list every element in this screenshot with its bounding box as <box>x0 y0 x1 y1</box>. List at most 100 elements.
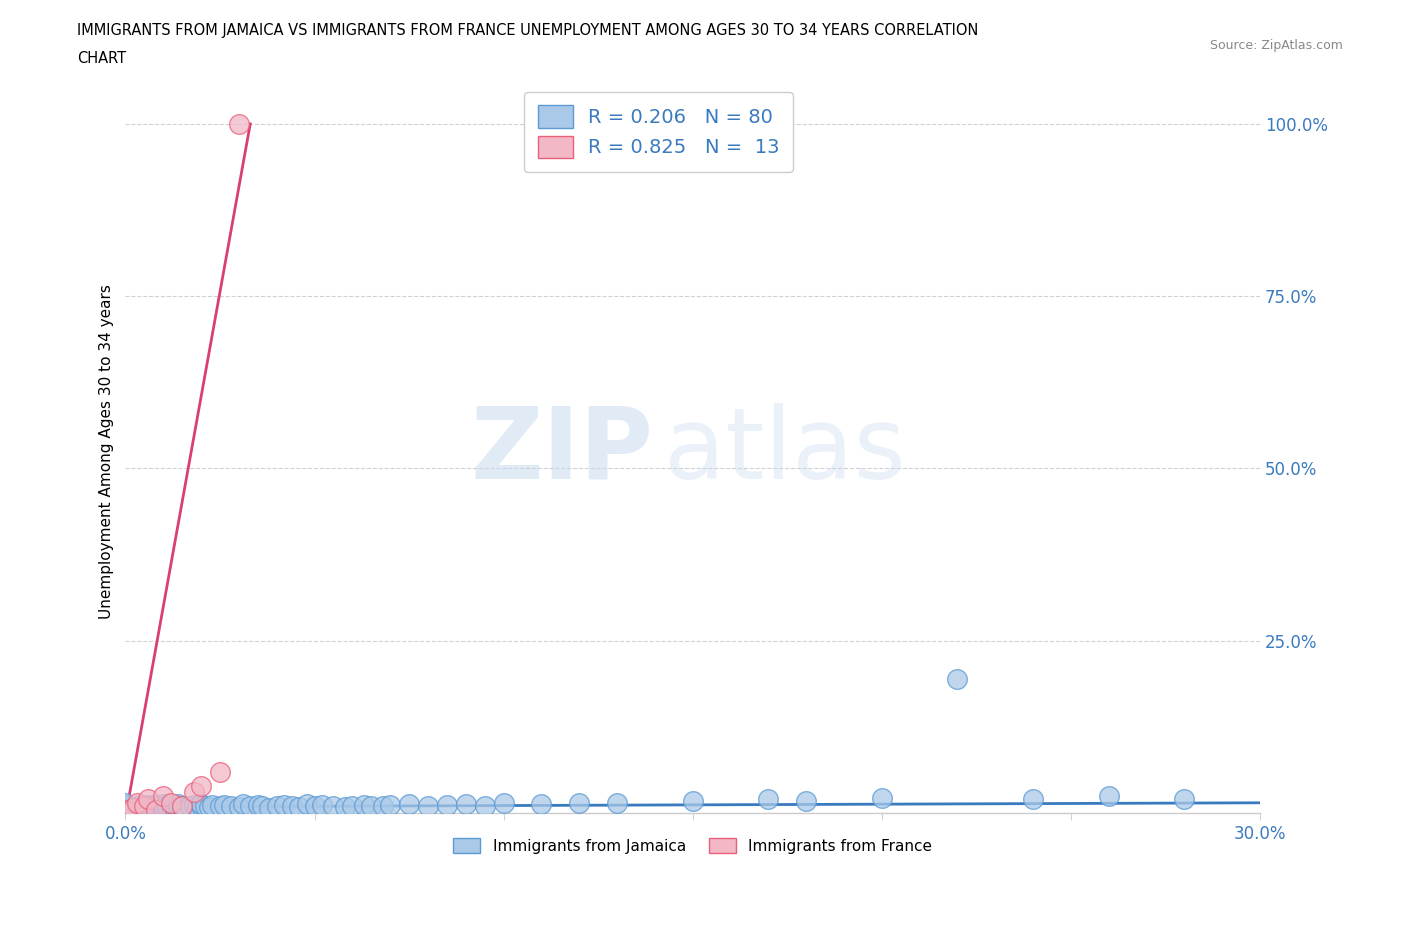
Point <box>250 799 273 814</box>
Point <box>114 800 136 815</box>
Point <box>114 799 136 814</box>
Point <box>186 800 208 815</box>
Point <box>183 797 205 812</box>
Point <box>281 799 304 814</box>
Point <box>436 797 458 812</box>
Point <box>145 797 167 812</box>
Point <box>134 799 156 814</box>
Point <box>360 798 382 813</box>
Point <box>454 797 477 812</box>
Point <box>1173 792 1195 807</box>
Point <box>152 789 174 804</box>
Point <box>257 800 280 815</box>
Point <box>304 799 326 814</box>
Point <box>152 797 174 812</box>
Point <box>183 785 205 800</box>
Point <box>201 797 224 812</box>
Point <box>172 800 194 815</box>
Text: Source: ZipAtlas.com: Source: ZipAtlas.com <box>1209 39 1343 52</box>
Point <box>114 797 136 812</box>
Point <box>152 802 174 817</box>
Text: IMMIGRANTS FROM JAMAICA VS IMMIGRANTS FROM FRANCE UNEMPLOYMENT AMONG AGES 30 TO : IMMIGRANTS FROM JAMAICA VS IMMIGRANTS FR… <box>77 23 979 38</box>
Point <box>208 764 231 779</box>
Point <box>870 790 893 805</box>
Point <box>221 798 243 813</box>
Point <box>311 797 333 812</box>
Legend: Immigrants from Jamaica, Immigrants from France: Immigrants from Jamaica, Immigrants from… <box>447 831 939 859</box>
Point <box>295 797 318 812</box>
Point <box>122 803 145 817</box>
Point <box>114 803 136 817</box>
Point <box>122 800 145 815</box>
Point <box>145 803 167 817</box>
Point <box>190 797 212 812</box>
Point <box>179 799 201 814</box>
Point <box>398 797 420 812</box>
Point <box>208 799 231 814</box>
Point <box>342 799 364 814</box>
Point <box>246 797 269 812</box>
Point <box>273 797 295 812</box>
Point <box>228 116 250 131</box>
Point <box>756 792 779 807</box>
Point <box>134 803 156 817</box>
Point <box>416 798 439 813</box>
Point <box>353 797 375 812</box>
Point <box>129 797 152 812</box>
Point <box>266 798 288 813</box>
Point <box>492 795 515 810</box>
Point <box>371 799 394 814</box>
Point <box>606 796 628 811</box>
Y-axis label: Unemployment Among Ages 30 to 34 years: Unemployment Among Ages 30 to 34 years <box>100 284 114 618</box>
Text: CHART: CHART <box>77 51 127 66</box>
Point <box>136 797 159 812</box>
Point <box>160 795 183 810</box>
Point <box>197 800 219 815</box>
Point <box>174 800 197 815</box>
Point <box>122 800 145 815</box>
Point <box>129 802 152 817</box>
Point <box>167 801 190 816</box>
Point <box>228 800 250 815</box>
Point <box>232 797 254 812</box>
Point <box>136 799 159 814</box>
Point <box>212 797 235 812</box>
Text: ZIP: ZIP <box>470 403 652 499</box>
Point <box>148 800 170 815</box>
Point <box>163 799 186 814</box>
Point <box>114 803 136 817</box>
Point <box>136 792 159 807</box>
Point <box>134 800 156 815</box>
Point <box>156 799 179 814</box>
Point <box>378 797 401 812</box>
Point <box>794 793 817 808</box>
Point <box>167 797 190 812</box>
Point <box>530 797 553 812</box>
Point <box>190 799 212 814</box>
Point <box>239 799 262 814</box>
Point <box>474 798 496 813</box>
Point <box>288 800 311 815</box>
Point <box>125 795 148 810</box>
Point <box>333 800 356 815</box>
Point <box>141 801 163 816</box>
Point <box>148 798 170 813</box>
Point <box>160 797 183 812</box>
Point <box>160 800 183 815</box>
Point <box>190 778 212 793</box>
Point <box>172 798 194 813</box>
Point <box>152 800 174 815</box>
Point <box>114 795 136 810</box>
Point <box>125 799 148 814</box>
Point <box>194 798 217 813</box>
Point <box>682 793 704 808</box>
Point <box>145 800 167 815</box>
Point <box>172 799 194 814</box>
Point <box>568 795 591 810</box>
Point <box>1097 789 1119 804</box>
Point <box>141 799 163 814</box>
Point <box>1022 792 1045 807</box>
Text: atlas: atlas <box>664 403 905 499</box>
Point <box>322 798 344 813</box>
Point <box>946 671 969 686</box>
